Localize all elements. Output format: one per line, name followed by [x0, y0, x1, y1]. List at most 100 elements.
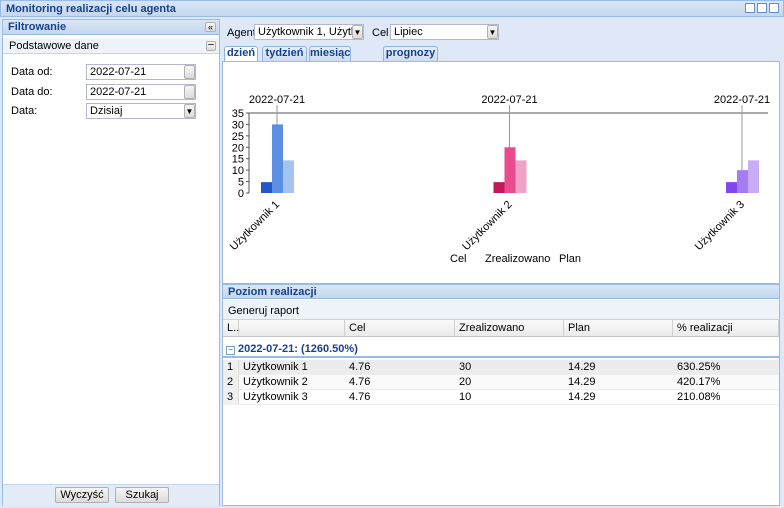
calendar-button[interactable] [184, 65, 195, 79]
tab[interactable]: prognozy [383, 46, 438, 61]
table-cell: 30 [459, 361, 472, 373]
table-cell: 14.29 [568, 391, 596, 403]
y-tick-label: 30 [232, 119, 244, 131]
bar [726, 182, 737, 193]
bar [748, 160, 759, 193]
field-label: Data: [11, 105, 38, 117]
category-label: Użytkownik 3 [693, 199, 747, 253]
clear-button[interactable]: Wyczyść [55, 487, 109, 503]
table-cell: 10 [459, 391, 472, 403]
generate-report-button[interactable]: Generuj raport [228, 305, 299, 317]
table-row[interactable]: 3 Użytkownik 3 4.76 10 14.29 210.08% [223, 390, 779, 405]
table-cell: 210.08% [677, 391, 721, 403]
legend-entry: Cel [450, 253, 467, 265]
window-title: Monitoring realizacji celu agenta [6, 3, 176, 15]
y-tick-label: 0 [238, 188, 244, 200]
field-value: 2022-07-21 [90, 66, 147, 78]
date-input[interactable]: 2022-07-21 [86, 64, 196, 80]
filter-title: Filtrowanie [8, 21, 67, 33]
legend-entry: Plan [559, 253, 581, 265]
bar [737, 170, 748, 193]
table-cell: 420.17% [677, 376, 721, 388]
section-toggle[interactable]: − [206, 39, 216, 51]
tab[interactable]: tydzień [262, 46, 307, 61]
category-label: Użytkownik 2 [460, 199, 514, 253]
table-cell: 4.76 [349, 361, 371, 373]
report-toolbar [223, 300, 779, 320]
table-cell: 4.76 [349, 391, 371, 403]
tab[interactable]: dzień [224, 46, 258, 61]
y-tick-label: 10 [232, 165, 244, 177]
cel-value: Lipiec [394, 26, 423, 38]
dropdown-button[interactable]: ▼ [487, 25, 498, 39]
category-label: Użytkownik 1 [228, 199, 282, 253]
header-cell: Cel [345, 320, 455, 336]
table-cell: Użytkownik 1 [243, 361, 308, 373]
date-input[interactable]: 2022-07-21 [86, 84, 196, 100]
legend-entry: Zrealizowano [485, 253, 550, 265]
filter-footer [3, 484, 219, 506]
table-cell: Użytkownik 2 [243, 376, 308, 388]
y-tick-label: 20 [232, 142, 244, 154]
header-cell: Zrealizowano [455, 320, 564, 336]
section-title: Podstawowe dane [9, 40, 99, 52]
bar [283, 160, 294, 193]
header-cell: Plan [564, 320, 673, 336]
tab[interactable]: miesiąc [309, 46, 351, 61]
table-cell: 14.29 [568, 376, 596, 388]
tab-label: prognozy [385, 47, 436, 59]
report-header: Poziom realizacji [222, 284, 780, 299]
bar [272, 124, 283, 193]
search-button[interactable]: Szukaj [115, 487, 169, 503]
table-cell: 1 [223, 360, 239, 375]
date-label: 2022-07-21 [249, 94, 305, 106]
table-body: 1 Użytkownik 1 4.76 30 14.29 630.25% 2 Użytkown… [223, 360, 779, 405]
table-cell: 2 [223, 375, 239, 390]
tab-label: miesiąc [310, 47, 351, 59]
table-row[interactable]: 1 Użytkownik 1 4.76 30 14.29 630.25% [223, 360, 779, 375]
button-label: Szukaj [125, 489, 159, 501]
button-label: Wyczyść [60, 489, 104, 501]
agent-value: Użytkownik 1, Użytkowr [258, 26, 364, 38]
table-cell: 4.76 [349, 376, 371, 388]
table-cell: 20 [459, 376, 472, 388]
tab-label: tydzień [265, 47, 304, 59]
table-cell: 3 [223, 390, 239, 405]
group-row[interactable]: −2022-07-21: (1260.50%) [223, 342, 779, 358]
bar [261, 182, 272, 193]
cel-label: Cel [372, 27, 389, 39]
date-label: 2022-07-21 [714, 94, 770, 106]
period-select[interactable]: Dzisiaj [86, 103, 196, 119]
dropdown-button[interactable]: ▼ [352, 25, 363, 39]
dropdown-button[interactable]: ▼ [184, 104, 195, 118]
bar [515, 160, 527, 193]
table-cell: Użytkownik 3 [243, 391, 308, 403]
refresh-button[interactable] [745, 3, 755, 13]
window-controls[interactable] [745, 3, 781, 13]
field-label: Data do: [11, 86, 53, 98]
calendar-button[interactable] [184, 85, 195, 99]
bar [504, 147, 516, 193]
y-tick-label: 25 [232, 131, 244, 143]
close-button[interactable] [769, 3, 779, 13]
title-bar: Monitoring realizacji celu agenta [0, 0, 784, 17]
table-row[interactable]: 2 Użytkownik 2 4.76 20 14.29 420.17% [223, 375, 779, 390]
field-label: Data od: [11, 66, 53, 78]
header-cell: % realizacji [673, 320, 779, 336]
field-value: Dzisiaj [90, 105, 123, 117]
collapse-button[interactable]: « [205, 22, 216, 32]
header-cell: L... [223, 320, 239, 336]
maximize-button[interactable] [757, 3, 767, 13]
bar [493, 182, 505, 193]
section-header[interactable]: Podstawowe dane [3, 38, 219, 54]
agent-select[interactable]: Użytkownik 1, Użytkowr [254, 24, 364, 40]
tab-label: dzień [226, 47, 256, 59]
y-tick-label: 35 [232, 108, 244, 120]
y-tick-label: 15 [232, 154, 244, 166]
table-cell: 14.29 [568, 361, 596, 373]
report-title: Poziom realizacji [228, 286, 317, 298]
table-cell: 630.25% [677, 361, 721, 373]
cel-select[interactable]: Lipiec [390, 24, 499, 40]
